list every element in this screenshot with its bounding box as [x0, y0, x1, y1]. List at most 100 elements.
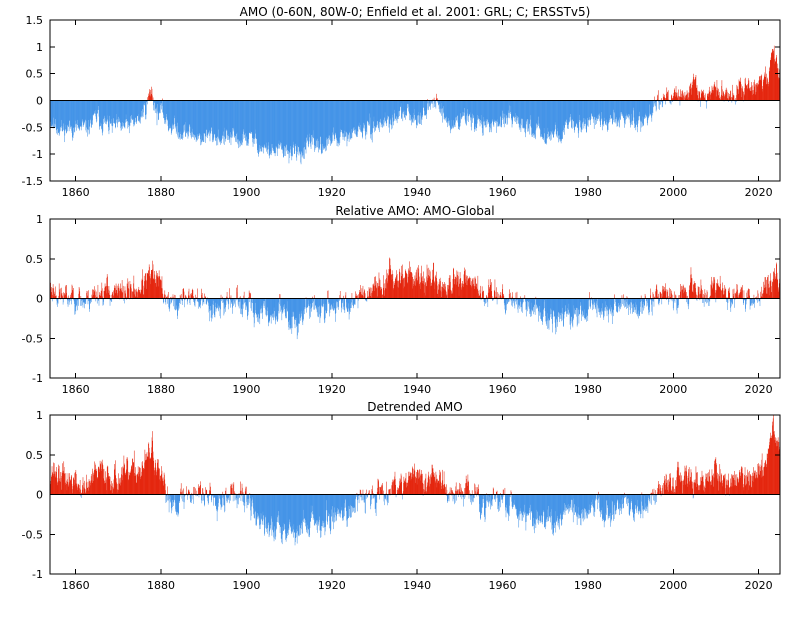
bar — [328, 290, 329, 298]
bar-series — [50, 415, 780, 545]
bar — [223, 299, 224, 303]
bar — [197, 288, 198, 298]
bar — [382, 295, 383, 299]
bar — [240, 299, 241, 302]
bar — [202, 495, 203, 501]
bar — [679, 96, 680, 100]
bar — [747, 290, 748, 298]
bar — [744, 290, 745, 298]
bar — [53, 284, 54, 298]
bar — [447, 295, 448, 299]
bar — [204, 299, 205, 305]
bar — [621, 299, 622, 307]
bar — [689, 299, 690, 305]
bar — [658, 299, 659, 304]
bar — [678, 89, 679, 100]
bar — [166, 299, 167, 305]
bar — [113, 296, 114, 299]
bar — [665, 98, 666, 100]
bar — [497, 299, 498, 305]
bar — [226, 488, 227, 495]
bar — [327, 299, 328, 311]
bar — [696, 292, 697, 298]
bar — [683, 93, 684, 100]
bar — [279, 299, 280, 305]
bar — [729, 293, 730, 299]
bar — [434, 98, 435, 101]
bar — [654, 299, 655, 307]
bar — [71, 293, 72, 299]
bar — [180, 495, 181, 497]
bar — [696, 295, 697, 299]
bar — [229, 299, 230, 305]
y-tick-label: 0.5 — [26, 253, 44, 266]
bar — [357, 296, 358, 299]
bar — [71, 299, 72, 305]
bar — [229, 495, 230, 501]
x-tick-label: 1880 — [147, 186, 175, 199]
bar — [622, 295, 623, 298]
bar — [492, 296, 493, 298]
bar — [757, 299, 758, 303]
bar — [78, 299, 79, 306]
bar — [225, 495, 226, 512]
bar — [680, 101, 681, 106]
bar — [658, 294, 659, 299]
bar — [728, 299, 729, 303]
chart-title: Relative AMO: AMO-Global — [335, 204, 494, 218]
bar — [656, 101, 657, 110]
x-tick-label: 1900 — [232, 383, 260, 396]
bar — [535, 299, 536, 315]
bar — [623, 294, 624, 298]
bar — [218, 495, 219, 503]
y-tick-label: -0.5 — [22, 332, 43, 345]
bar — [676, 295, 677, 298]
bar — [229, 288, 230, 298]
bar — [431, 101, 432, 104]
bar — [280, 294, 281, 298]
bar — [195, 299, 196, 301]
bar — [182, 299, 183, 301]
bar — [363, 292, 364, 298]
bar — [483, 291, 484, 299]
bar — [735, 101, 736, 105]
bar — [700, 101, 701, 107]
bar — [312, 299, 313, 307]
x-tick-label: 1960 — [489, 186, 517, 199]
bar — [102, 296, 103, 298]
bar — [659, 101, 660, 110]
bar — [721, 290, 722, 298]
bar — [66, 285, 67, 299]
bar — [678, 299, 679, 306]
y-tick-label: 0.5 — [26, 68, 44, 81]
bar — [515, 299, 516, 309]
bar — [249, 291, 250, 299]
bar — [433, 101, 434, 108]
bar — [651, 295, 652, 298]
bar — [239, 299, 240, 309]
x-tick-label: 1880 — [147, 383, 175, 396]
bar — [179, 299, 180, 303]
bar — [515, 299, 516, 302]
x-tick-label: 2000 — [659, 186, 687, 199]
bar — [352, 293, 353, 298]
x-tick-label: 1920 — [318, 186, 346, 199]
bar — [95, 295, 96, 298]
bar — [704, 299, 705, 307]
bar — [654, 97, 655, 101]
bar — [246, 487, 247, 495]
bar — [76, 299, 77, 306]
bar — [684, 95, 685, 100]
x-tick-label: 1920 — [318, 383, 346, 396]
bar — [675, 299, 676, 303]
bar — [62, 296, 63, 299]
bar — [132, 291, 133, 298]
bar — [167, 495, 168, 501]
bar — [180, 296, 181, 298]
bar — [520, 299, 521, 302]
bar — [123, 286, 124, 299]
bar — [231, 295, 232, 298]
bar — [760, 299, 761, 307]
